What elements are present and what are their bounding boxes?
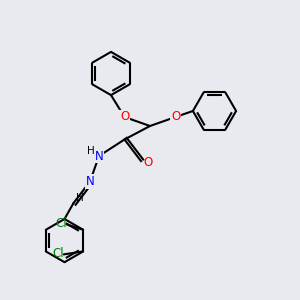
Text: N: N [94, 149, 103, 163]
Text: H: H [76, 193, 84, 203]
Text: N: N [85, 175, 94, 188]
Text: O: O [120, 110, 129, 124]
Text: Cl: Cl [52, 247, 64, 260]
Text: O: O [143, 156, 152, 169]
Text: O: O [171, 110, 180, 124]
Text: H: H [87, 146, 94, 157]
Text: Cl: Cl [56, 217, 68, 230]
